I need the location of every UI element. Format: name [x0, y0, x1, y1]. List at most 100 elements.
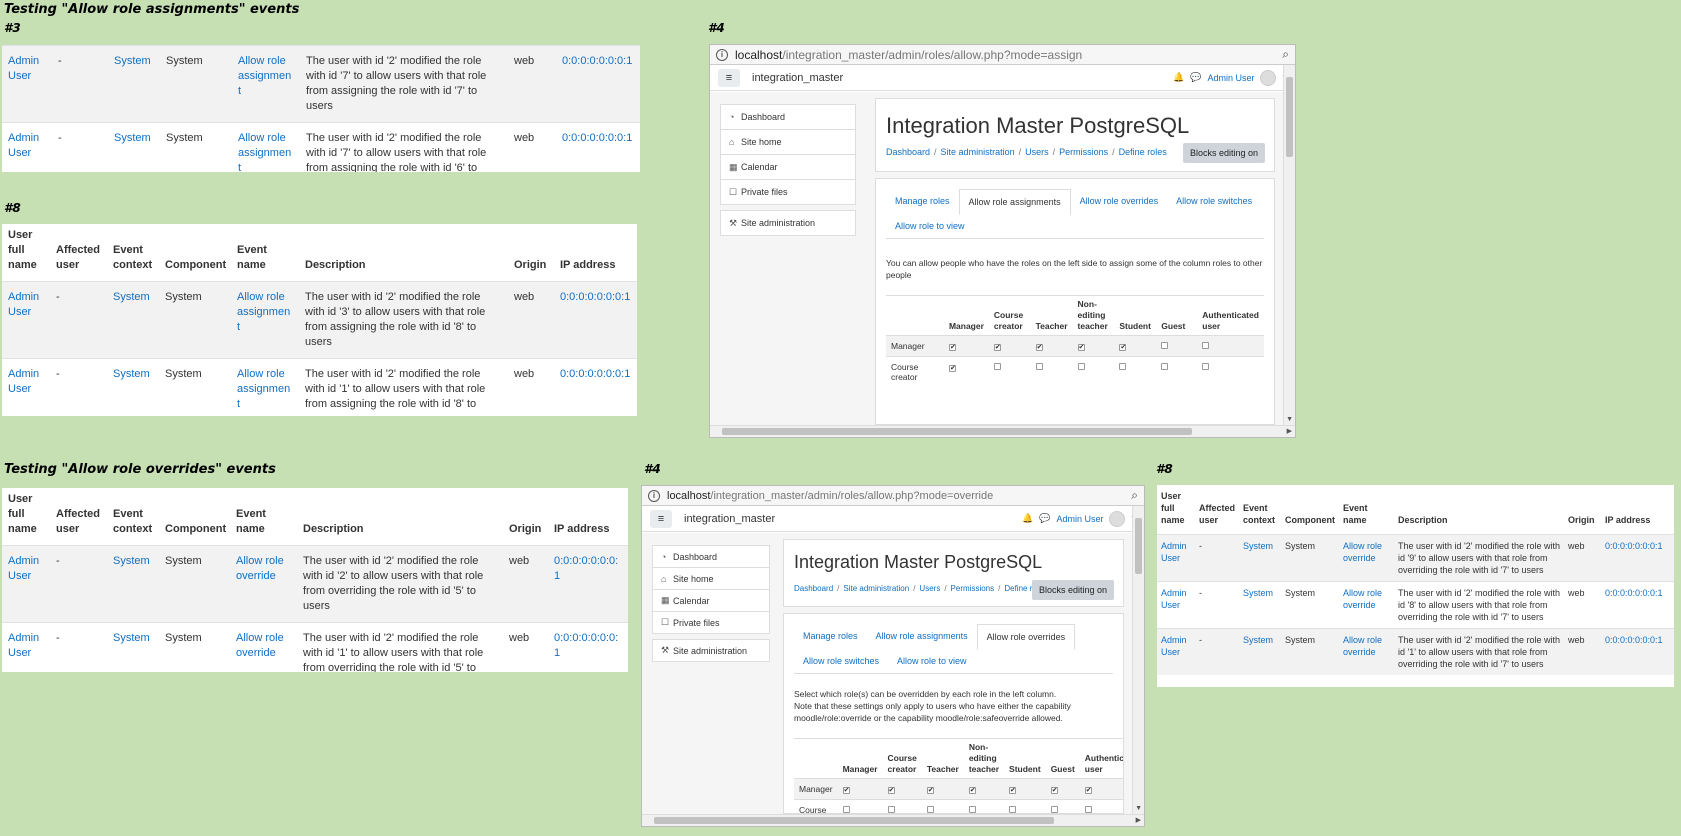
tab-item[interactable]: Allow role to view — [895, 221, 965, 231]
scroll-right-icon[interactable]: ▶ — [1135, 817, 1141, 824]
user-link[interactable]: Admin User — [8, 132, 40, 159]
context-link[interactable]: System — [113, 368, 150, 380]
site-name[interactable]: integration_master — [684, 512, 776, 525]
ip-link[interactable]: 0:0:0:0:0:0:0:1 — [560, 291, 631, 303]
ip-link[interactable]: 0:0:0:0:0:0:0:1 — [562, 132, 633, 144]
ip-link[interactable]: 0:0:0:0:0:0:0:1 — [1605, 541, 1663, 551]
event-link[interactable]: Allow role override — [236, 555, 284, 582]
context-link[interactable]: System — [1243, 541, 1274, 551]
context-link[interactable]: System — [1243, 635, 1274, 645]
blocks-editing-button[interactable]: Blocks editing on — [1031, 580, 1114, 600]
info-icon[interactable]: i — [648, 489, 660, 502]
permission-checkbox[interactable] — [842, 806, 850, 813]
permission-checkbox[interactable]: ✔ — [926, 787, 934, 794]
event-link[interactable]: Allow role override — [1343, 588, 1383, 610]
permission-checkbox[interactable] — [1119, 363, 1127, 370]
breadcrumb-item[interactable]: Users — [919, 584, 941, 593]
url-bar[interactable]: i localhost/integration_master/admin/role… — [642, 486, 1144, 506]
event-link[interactable]: Allow role assignment — [238, 132, 292, 172]
vertical-scrollbar[interactable] — [1283, 65, 1295, 425]
ip-link[interactable]: 0:0:0:0:0:0:0:1 — [562, 55, 633, 67]
nav-block-item[interactable]: ▦ Calendar — [652, 589, 770, 612]
permission-checkbox[interactable] — [1161, 363, 1169, 370]
user-link[interactable]: Admin User — [1161, 635, 1187, 657]
permission-checkbox[interactable] — [1077, 363, 1085, 370]
tab-item[interactable]: Allow role assignments — [875, 631, 968, 641]
ip-link[interactable]: 0:0:0:0:0:0:0:1 — [554, 632, 619, 659]
user-link[interactable]: Admin User — [1161, 588, 1187, 610]
zoom-icon[interactable]: ⌕ — [1282, 47, 1289, 61]
horizontal-scrollbar[interactable]: ▶ — [710, 425, 1295, 437]
breadcrumb-item[interactable]: Permissions — [1059, 147, 1109, 157]
ip-link[interactable]: 0:0:0:0:0:0:0:1 — [554, 555, 619, 582]
scrollbar-thumb[interactable] — [1135, 518, 1142, 574]
permission-checkbox[interactable]: ✔ — [887, 787, 895, 794]
nav-block-item[interactable]: ⌂ Site home — [652, 567, 770, 590]
ip-link[interactable]: 0:0:0:0:0:0:0:1 — [1605, 588, 1663, 598]
breadcrumb-item[interactable]: Dashboard — [794, 584, 834, 593]
nav-block-item[interactable]: ☐ Private files — [652, 611, 770, 634]
context-link[interactable]: System — [113, 555, 150, 567]
context-link[interactable]: System — [113, 291, 150, 303]
breadcrumb-item[interactable]: Users — [1025, 147, 1049, 157]
permission-checkbox[interactable] — [1009, 806, 1017, 813]
user-menu[interactable]: Admin User — [1207, 72, 1255, 83]
context-link[interactable]: System — [114, 55, 151, 67]
permission-checkbox[interactable]: ✔ — [842, 787, 850, 794]
user-menu[interactable]: Admin User — [1056, 513, 1104, 524]
nav-block-item[interactable]: ◔ Dashboard — [720, 104, 856, 130]
scroll-down-icon[interactable]: ▼ — [1135, 805, 1142, 812]
tab-item[interactable]: Manage roles — [803, 631, 858, 641]
permission-checkbox[interactable] — [926, 806, 934, 813]
breadcrumb-item[interactable]: Site administration — [940, 147, 1015, 157]
tab-item[interactable]: Manage roles — [895, 196, 950, 206]
scrollbar-thumb[interactable] — [722, 428, 1192, 435]
permission-checkbox[interactable]: ✔ — [1119, 344, 1127, 351]
bell-icon[interactable]: 🔔 — [1173, 72, 1185, 82]
context-link[interactable]: System — [113, 632, 150, 644]
site-name[interactable]: integration_master — [752, 71, 844, 84]
context-link[interactable]: System — [1243, 588, 1274, 598]
menu-icon[interactable]: ≡ — [650, 509, 672, 528]
scroll-down-icon[interactable]: ▼ — [1286, 416, 1293, 423]
breadcrumb-item[interactable]: Define roles — [1118, 147, 1167, 157]
breadcrumb-item[interactable]: Define roles — [1004, 584, 1048, 593]
breadcrumb-item[interactable]: Permissions — [950, 584, 995, 593]
event-link[interactable]: Allow role assignment — [238, 55, 292, 97]
permission-checkbox[interactable]: ✔ — [1009, 787, 1017, 794]
blocks-editing-button[interactable]: Blocks editing on — [1182, 143, 1265, 163]
permission-checkbox[interactable] — [993, 363, 1001, 370]
ip-link[interactable]: 0:0:0:0:0:0:0:1 — [1605, 635, 1663, 645]
event-link[interactable]: Allow role override — [236, 632, 284, 659]
ip-link[interactable]: 0:0:0:0:0:0:0:1 — [560, 368, 631, 380]
horizontal-scrollbar[interactable]: ▶ — [642, 814, 1144, 826]
permission-checkbox[interactable]: ✔ — [993, 344, 1001, 351]
permission-checkbox[interactable]: ✔ — [1050, 787, 1058, 794]
info-icon[interactable]: i — [716, 48, 728, 61]
chat-icon[interactable]: 💬 — [1190, 72, 1202, 82]
nav-block-item[interactable]: ⌂ Site home — [720, 129, 856, 155]
chat-icon[interactable]: 💬 — [1039, 513, 1051, 523]
url-bar[interactable]: i localhost/integration_master/admin/role… — [710, 45, 1295, 65]
permission-checkbox[interactable] — [1202, 363, 1210, 370]
permission-checkbox[interactable] — [968, 806, 976, 813]
context-link[interactable]: System — [114, 132, 151, 144]
event-link[interactable]: Allow role override — [1343, 541, 1383, 563]
permission-checkbox[interactable] — [1035, 363, 1043, 370]
avatar[interactable] — [1109, 510, 1126, 527]
zoom-icon[interactable]: ⌕ — [1131, 488, 1138, 502]
permission-checkbox[interactable]: ✔ — [1035, 344, 1043, 351]
user-link[interactable]: Admin User — [8, 632, 40, 659]
breadcrumb-item[interactable]: Dashboard — [886, 147, 931, 157]
user-link[interactable]: Admin User — [8, 291, 40, 318]
user-link[interactable]: Admin User — [1161, 541, 1187, 563]
nav-block-item[interactable]: ◔ Dashboard — [652, 545, 770, 568]
permission-checkbox[interactable] — [1202, 342, 1210, 349]
scrollbar-thumb[interactable] — [654, 817, 1054, 824]
menu-icon[interactable]: ≡ — [718, 68, 740, 87]
permission-checkbox[interactable] — [887, 806, 895, 813]
breadcrumb-item[interactable]: Site administration — [843, 584, 910, 593]
nav-block-item[interactable]: ⚒ Site administration — [652, 639, 770, 662]
scrollbar-thumb[interactable] — [1286, 77, 1293, 157]
tab-item[interactable]: Allow role overrides — [1079, 196, 1159, 206]
